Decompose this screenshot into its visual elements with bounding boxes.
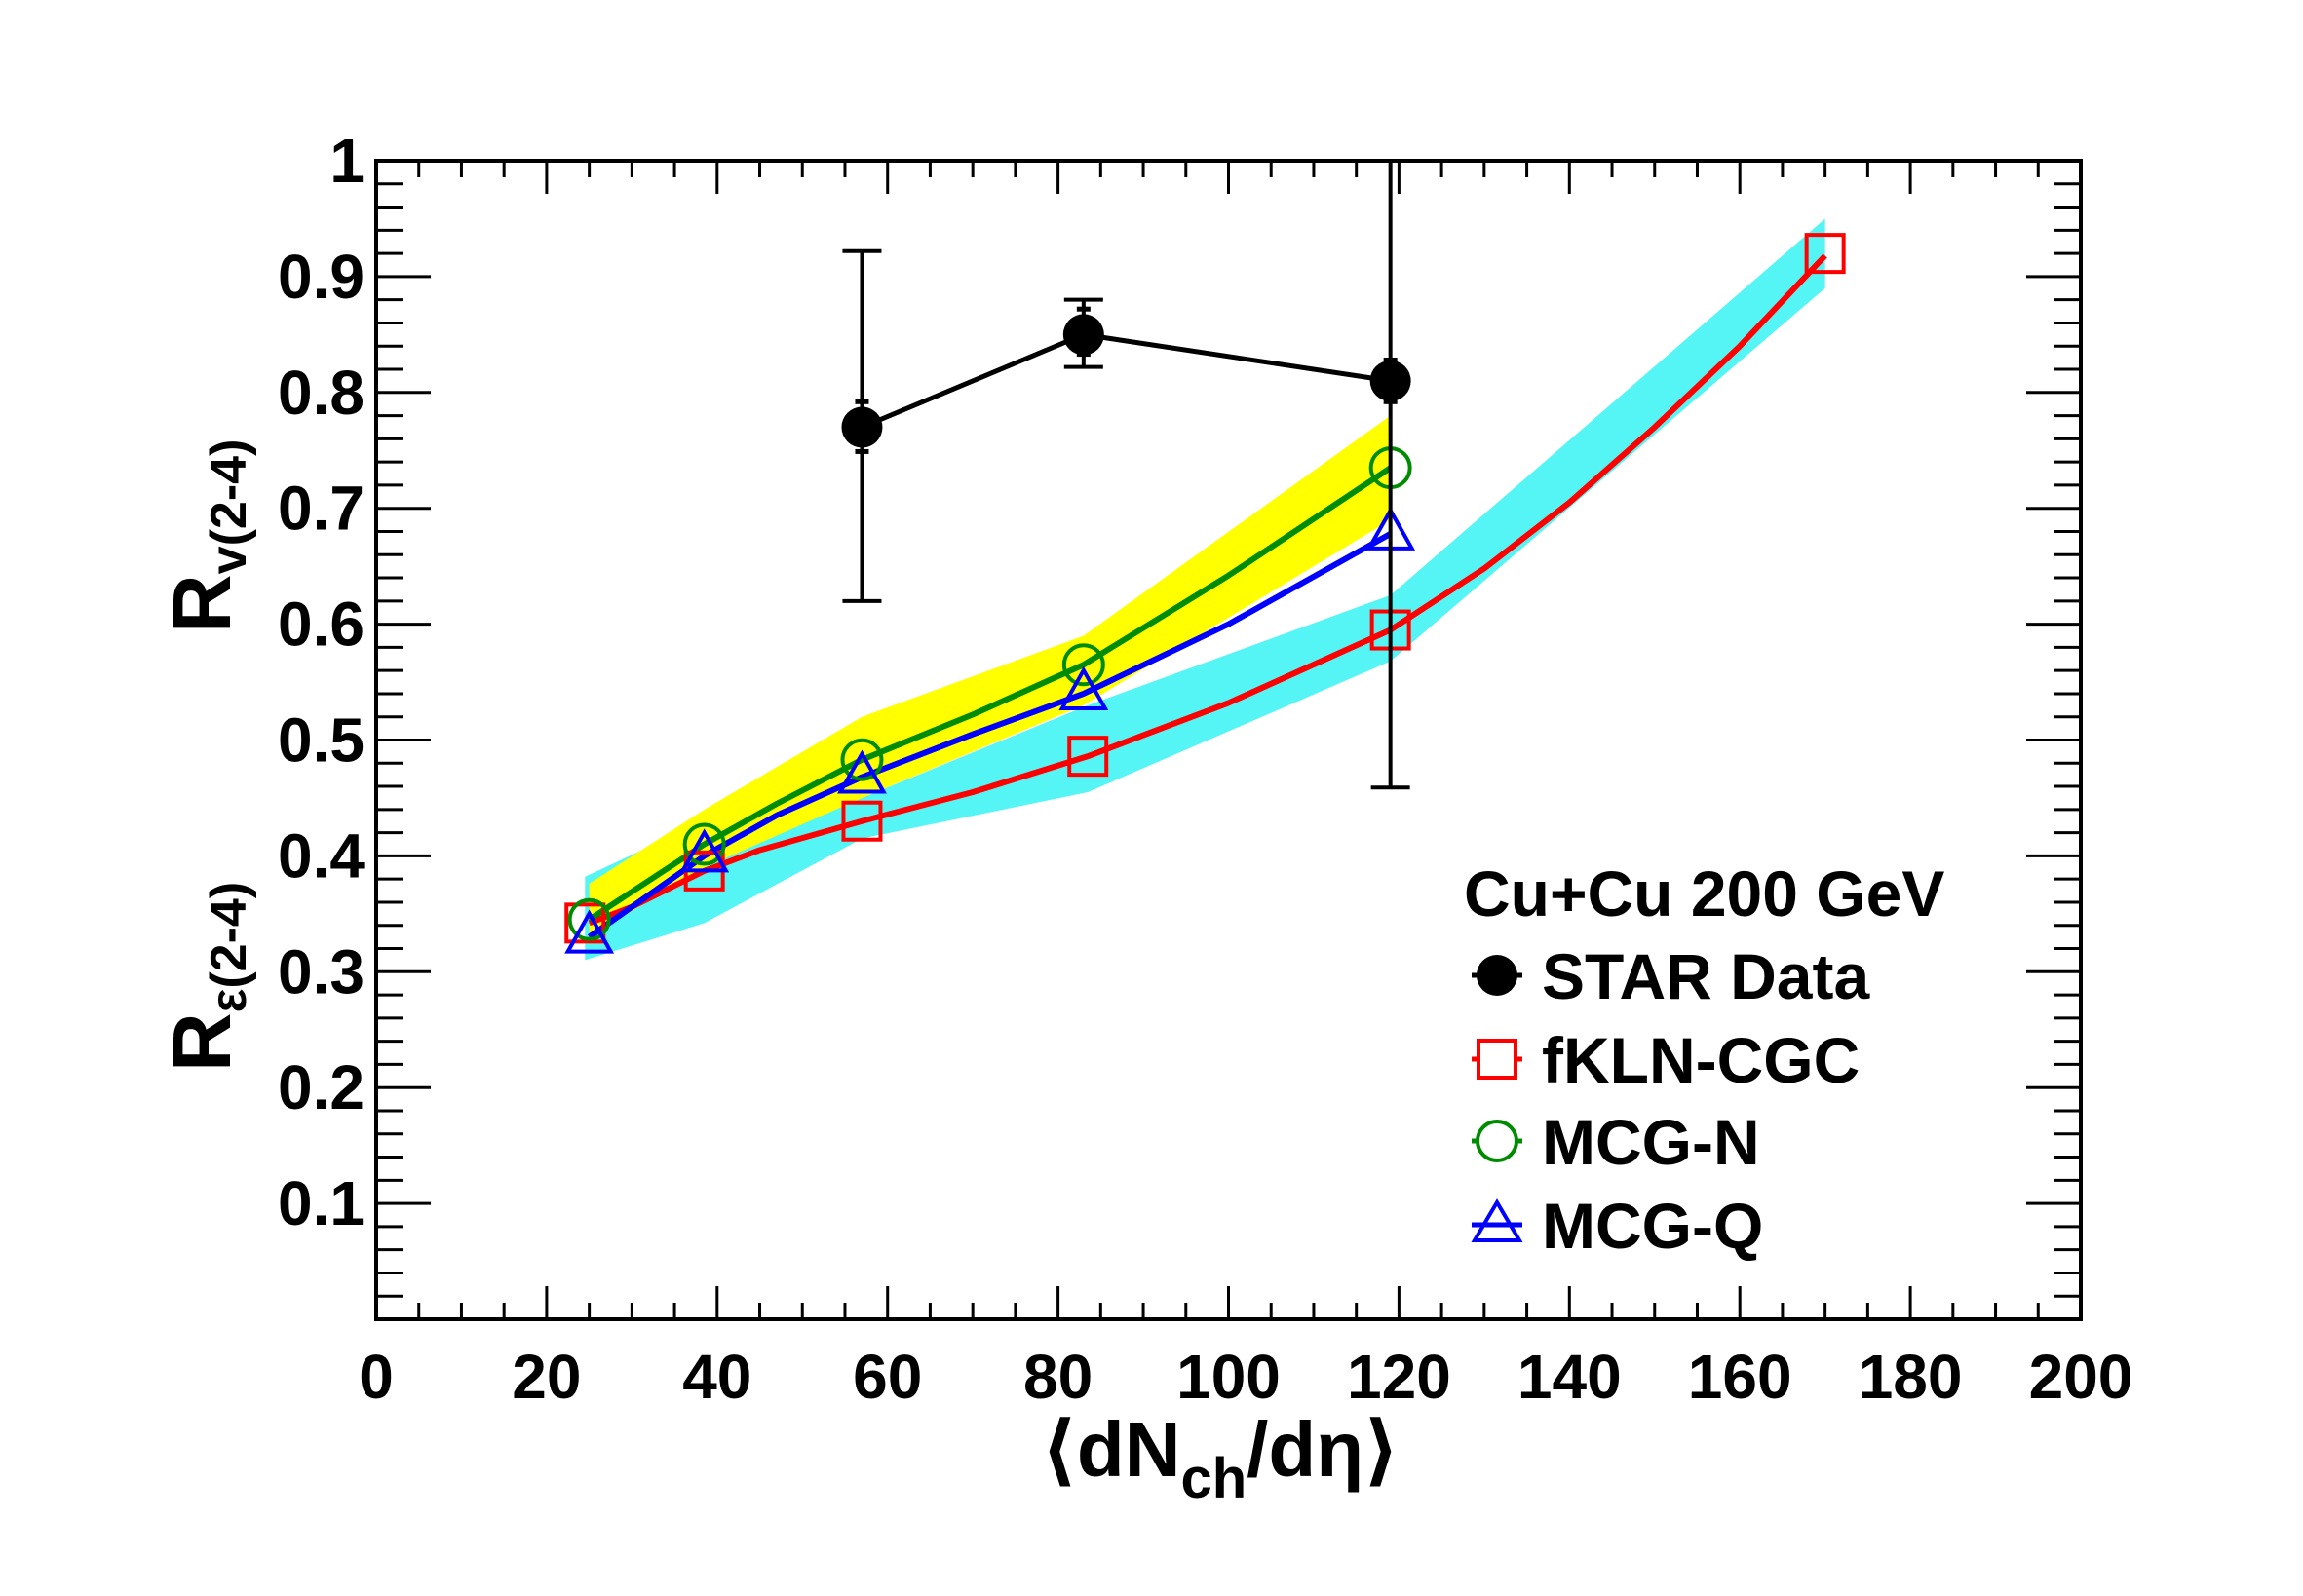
y-axis-label-bottom-sub: ε(2-4) bbox=[201, 882, 257, 1012]
x-tick-label-1: 20 bbox=[512, 1342, 581, 1412]
x-tick-label-10: 200 bbox=[2029, 1342, 2133, 1412]
x-tick-label-3: 60 bbox=[853, 1342, 922, 1412]
point-mcg-q-0 bbox=[564, 909, 615, 954]
x-tick-label-8: 160 bbox=[1688, 1342, 1792, 1412]
x-tick-label-4: 80 bbox=[1023, 1342, 1093, 1412]
x-tick-label-9: 180 bbox=[1859, 1342, 1963, 1412]
y-tick-label-8: 0.9 bbox=[278, 242, 365, 312]
point-star-data-2 bbox=[1369, 360, 1411, 401]
x-tick-label-2: 40 bbox=[682, 1342, 751, 1412]
y-tick-label-1: 0.2 bbox=[278, 1052, 365, 1122]
point-fkln-cgc-3 bbox=[1067, 736, 1109, 778]
line-mcg-q bbox=[587, 531, 1393, 940]
point-star-data-0 bbox=[841, 406, 883, 448]
legend-marker-mcg-q bbox=[1471, 1198, 1523, 1242]
point-fkln-cgc-0 bbox=[564, 902, 606, 944]
point-fkln-cgc-2 bbox=[841, 800, 883, 842]
model-curves bbox=[587, 253, 1827, 940]
x-tick-label-5: 100 bbox=[1176, 1342, 1281, 1412]
y-axis-label-top-sub: v(2-4) bbox=[201, 439, 257, 575]
point-mcg-n-0 bbox=[567, 897, 611, 941]
y-axis-label-bottom-main: R bbox=[156, 1012, 248, 1072]
line-fkln-cgc bbox=[588, 253, 1827, 927]
point-mcg-n-1 bbox=[682, 822, 726, 866]
point-mcg-q-3 bbox=[1058, 665, 1109, 710]
legend-entry-fkln-cgc: fKLN-CGC bbox=[1472, 1024, 1860, 1096]
plot-frame-border bbox=[374, 159, 2083, 1321]
line-mcg-n bbox=[587, 465, 1393, 923]
legend-marker-star-data bbox=[1477, 955, 1517, 996]
plot-frame bbox=[374, 159, 2083, 1321]
point-star-data-1 bbox=[1062, 314, 1104, 356]
legend-title: Cu+Cu 200 GeV bbox=[1464, 857, 1944, 930]
x-axis-label-close: ⟩ bbox=[1363, 1406, 1400, 1493]
y-axis-label-top-main: R bbox=[156, 574, 248, 633]
legend-entry-mcg-q: MCG-Q bbox=[1471, 1190, 1763, 1262]
x-tick-label-0: 0 bbox=[359, 1342, 394, 1412]
x-axis-label-rest: /dη bbox=[1247, 1406, 1363, 1493]
x-axis-label: ⟨dNch/dη⟩ bbox=[1041, 1406, 1399, 1510]
x-axis-label-sub: ch bbox=[1180, 1447, 1247, 1510]
y-tick-label-0: 0.1 bbox=[278, 1168, 365, 1238]
y-tick-label-5: 0.6 bbox=[278, 589, 365, 660]
legend-marker-mcg-n bbox=[1476, 1120, 1518, 1162]
legend-marker-fkln-cgc bbox=[1477, 1039, 1517, 1080]
y-axis-label-bottom: Rε(2-4) bbox=[156, 882, 257, 1072]
axis-tick-labels: 0 20 40 60 80 100 120 140 160 180 200 0.1 0.2 0.3 0.4 0… bbox=[278, 126, 2132, 1412]
legend-label-mcg-n: MCG-N bbox=[1542, 1106, 1760, 1178]
x-axis-label-open: ⟨dN bbox=[1041, 1406, 1180, 1493]
y-tick-label-9: 1 bbox=[329, 126, 365, 196]
data-points bbox=[564, 161, 1846, 954]
axis-ticks bbox=[374, 159, 2083, 1321]
point-mcg-n-3 bbox=[1061, 643, 1105, 687]
y-tick-label-7: 0.8 bbox=[278, 358, 365, 428]
x-tick-label-7: 140 bbox=[1517, 1342, 1622, 1412]
y-tick-label-6: 0.7 bbox=[278, 474, 365, 544]
point-mcg-q-1 bbox=[679, 828, 730, 873]
y-tick-label-3: 0.4 bbox=[278, 820, 365, 891]
point-fkln-cgc-5 bbox=[1804, 233, 1846, 275]
point-mcg-n-2 bbox=[840, 738, 884, 781]
legend-entry-mcg-n: MCG-N bbox=[1472, 1106, 1760, 1178]
x-tick-label-6: 120 bbox=[1347, 1342, 1451, 1412]
legend-entry-star-data: STAR Data bbox=[1472, 940, 1870, 1012]
legend-label-fkln-cgc: fKLN-CGC bbox=[1542, 1024, 1860, 1096]
legend: Cu+Cu 200 GeV STAR Data fKLN-CGC MCG-N M… bbox=[1464, 857, 1944, 1262]
legend-label-star-data: STAR Data bbox=[1542, 940, 1870, 1012]
y-tick-label-2: 0.3 bbox=[278, 936, 365, 1007]
band-fkln-cgc bbox=[585, 218, 1825, 961]
point-mcg-q-2 bbox=[837, 749, 887, 794]
line-star-data bbox=[861, 331, 1392, 430]
legend-label-mcg-q: MCG-Q bbox=[1542, 1190, 1763, 1262]
y-axis-label-top: Rv(2-4) bbox=[156, 439, 257, 633]
y-tick-label-4: 0.5 bbox=[278, 705, 365, 776]
